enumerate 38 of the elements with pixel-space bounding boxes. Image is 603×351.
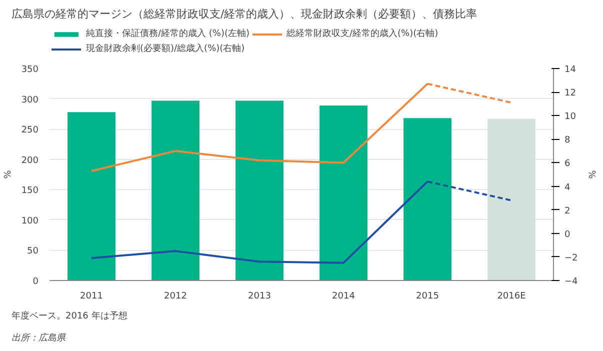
x-tick-label: 2015 — [416, 292, 439, 302]
y-tick-label: 250 — [21, 126, 39, 136]
legend-label: 現金財政余剰(必要額)/総歳入(%)(右軸) — [86, 42, 245, 55]
text: 出所：広島県 — [12, 332, 66, 344]
y2-tick-label: −4 — [564, 277, 578, 287]
bar — [68, 112, 116, 280]
y-axis-title: % — [3, 170, 14, 179]
legend-label: 純直接・保証債務/経常的歳入 (%)(左軸) — [86, 28, 250, 40]
bar — [152, 100, 200, 280]
y-tick-label: 150 — [21, 186, 39, 196]
text: 年度ベース。2016 年は予想 — [12, 310, 128, 322]
y2-tick-label: 14 — [564, 65, 576, 75]
y2-axis-title: % — [586, 170, 596, 180]
y2-tick-label: 0 — [564, 230, 570, 240]
y2-tick-label: 6 — [564, 159, 570, 170]
bar — [320, 105, 368, 280]
y2-tick-label: 8 — [564, 136, 570, 146]
y-tick-label: 300 — [21, 95, 39, 106]
y-tick-label: 100 — [21, 216, 39, 226]
x-tick-label: 2012 — [164, 292, 187, 302]
legend-label: 総経常財政収支/経常的歳入(%)(右軸) — [286, 28, 438, 40]
y2-tick-label: 10 — [564, 112, 576, 122]
y2-tick-label: −2 — [564, 253, 578, 264]
y2-tick-label: 2 — [564, 206, 570, 216]
x-tick-label: 2016E — [497, 292, 526, 302]
y-tick-label: 50 — [27, 246, 39, 257]
chart-title: 広島県の経常的マージン（総経常財政収支/経常的歳入）、現金財政余剰（必要額）、債務比率 — [12, 8, 478, 20]
y-tick-label: 0 — [32, 277, 39, 287]
bar — [236, 100, 284, 280]
y-tick-label: 200 — [21, 156, 39, 166]
x-tick-label: 2011 — [80, 292, 103, 302]
y2-tick-label: 12 — [564, 88, 576, 99]
bar — [404, 118, 452, 280]
x-tick-label: 2014 — [332, 292, 356, 302]
x-tick-label: 2013 — [248, 292, 271, 302]
bar — [488, 118, 536, 280]
y-tick-label: 350 — [21, 65, 39, 75]
y2-tick-label: 4 — [564, 182, 570, 193]
